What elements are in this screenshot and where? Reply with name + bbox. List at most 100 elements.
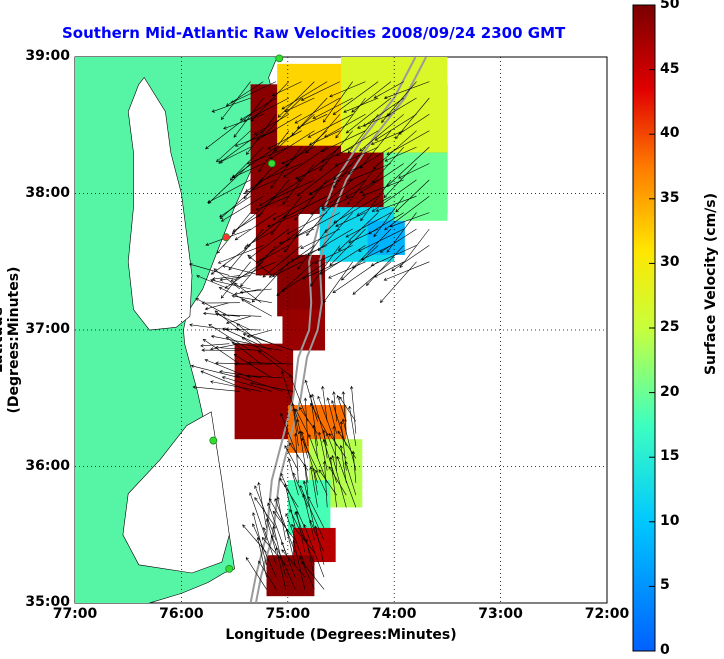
velocity-vector — [383, 261, 430, 281]
velocity-vector — [258, 163, 302, 183]
velocity-vector — [289, 508, 306, 541]
velocity-vector — [279, 477, 299, 508]
velocity-vector — [218, 130, 264, 164]
velocity-vector — [196, 275, 230, 290]
velocity-vector — [324, 195, 366, 233]
velocity-vector — [201, 301, 240, 305]
velocity-vector — [386, 146, 430, 188]
velocity-vector — [247, 360, 294, 365]
velocity-vector — [329, 228, 366, 266]
velocity-vector — [222, 264, 262, 276]
velocity-vector — [395, 179, 430, 213]
velocity-vector — [359, 130, 392, 169]
velocity-vector — [244, 212, 290, 249]
velocity-vector — [192, 385, 240, 392]
y-tick-label: 37:00 — [25, 321, 70, 337]
velocity-vector — [368, 212, 404, 235]
y-tick-label: 36:00 — [25, 457, 70, 474]
velocity-vector — [231, 341, 283, 351]
velocity-vector — [233, 354, 272, 379]
velocity-vector — [359, 114, 404, 152]
velocity-vector — [261, 537, 286, 565]
velocity-vector — [210, 278, 251, 290]
velocity-vector — [267, 212, 302, 228]
velocity-vector — [281, 81, 328, 110]
velocity-vector — [221, 313, 262, 317]
velocity-vector — [284, 97, 315, 113]
velocity-vector — [249, 492, 267, 541]
velocity-vector — [318, 431, 328, 471]
velocity-vector — [384, 146, 417, 162]
velocity-vector — [200, 343, 230, 348]
x-tick-label: 72:00 — [584, 606, 630, 622]
velocity-vector — [317, 395, 337, 447]
velocity-vector — [306, 196, 341, 236]
velocity-vector — [292, 472, 309, 508]
velocity-vector — [295, 163, 328, 180]
velocity-vector — [321, 130, 366, 152]
velocity-vector — [292, 539, 306, 590]
velocity-vector — [272, 195, 315, 221]
velocity-vector — [297, 146, 341, 181]
x-tick-label: 74:00 — [371, 606, 417, 622]
velocity-region — [277, 254, 326, 317]
velocity-vector — [251, 261, 290, 303]
velocity-vector — [245, 163, 290, 192]
velocity-vector — [310, 402, 328, 434]
velocity-vector — [257, 179, 290, 218]
velocity-vector — [207, 179, 251, 203]
velocity-vector — [348, 163, 392, 182]
velocity-vector — [283, 146, 328, 178]
velocity-vector — [285, 513, 306, 565]
velocity-vector — [300, 431, 318, 483]
radar-stations — [209, 54, 284, 573]
velocity-vector — [202, 338, 241, 365]
velocity-vector — [292, 407, 299, 434]
velocity-vector — [328, 261, 366, 279]
velocity-vector — [219, 370, 262, 379]
velocity-vector — [345, 97, 392, 134]
velocity-vector — [215, 313, 251, 331]
colorbar-tick-label: 40 — [660, 125, 680, 142]
velocity-vector — [319, 245, 366, 275]
velocity-vector — [299, 406, 318, 434]
velocity-vector — [318, 469, 337, 496]
velocity-vector — [346, 163, 379, 205]
velocity-vector — [243, 179, 277, 195]
x-axis-label: Longitude (Degrees:Minutes) — [225, 627, 457, 643]
velocity-vector — [352, 228, 392, 269]
velocity-vectors — [188, 81, 430, 590]
velocity-vector — [321, 179, 366, 210]
velocity-vector — [310, 179, 353, 215]
map-title: Southern Mid-Atlantic Raw Velocities 200… — [62, 24, 566, 42]
velocity-vector — [230, 81, 277, 104]
velocity-vector — [323, 261, 353, 304]
velocity-vector — [329, 81, 366, 98]
velocity-vector — [370, 130, 404, 145]
velocity-vector — [286, 212, 328, 235]
velocity-vector — [220, 195, 264, 222]
velocity-vector — [219, 275, 251, 282]
velocity-vector — [307, 228, 353, 256]
velocity-vector — [332, 81, 379, 115]
velocity-vector — [291, 97, 328, 136]
velocity-vector — [361, 245, 392, 261]
velocity-vector — [239, 97, 277, 121]
velocity-vector — [383, 81, 430, 100]
velocity-region — [266, 555, 315, 597]
radar-station — [275, 54, 284, 63]
velocity-vector — [200, 370, 251, 392]
velocity-vector — [270, 146, 302, 189]
velocity-vector — [234, 212, 277, 241]
velocity-vector — [280, 412, 299, 459]
velocity-vector — [347, 146, 392, 175]
velocity-vector — [294, 97, 341, 124]
colorbar-tick-label: 35 — [660, 189, 680, 206]
velocity-vector — [301, 437, 318, 471]
velocity-vector — [270, 534, 296, 590]
velocity-vector — [345, 212, 392, 238]
velocity-vector — [384, 195, 430, 231]
velocity-vector — [391, 245, 430, 272]
velocity-vector — [269, 130, 315, 160]
velocity-vector — [208, 324, 251, 351]
